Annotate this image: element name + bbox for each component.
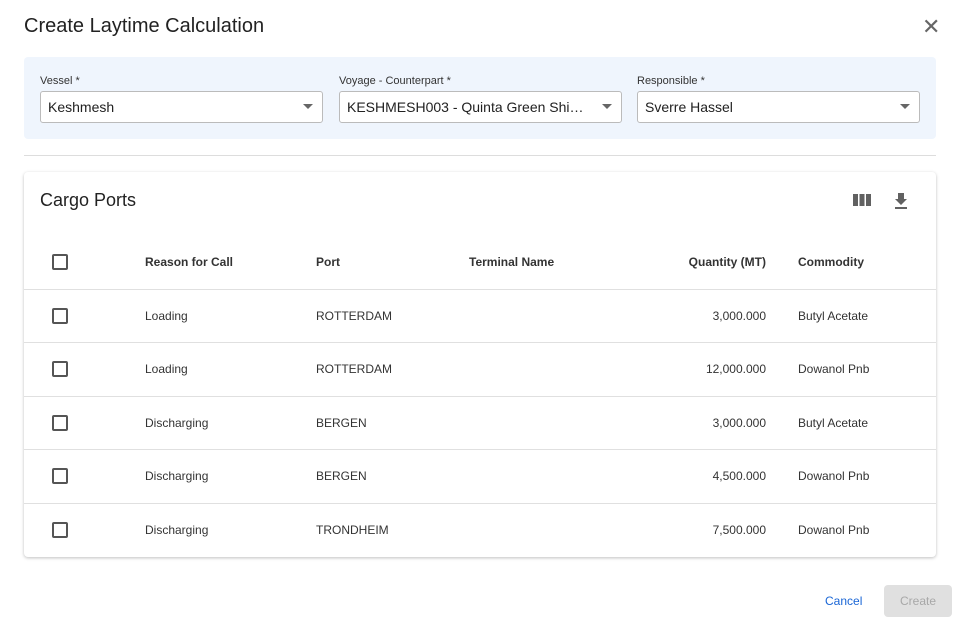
row-checkbox[interactable] (52, 361, 68, 378)
table-row[interactable]: Loading ROTTERDAM 12,000.000 Dowanol Pnb (24, 342, 936, 396)
terminal-cell (469, 395, 619, 450)
port-cell: ROTTERDAM (316, 342, 469, 396)
columns-icon[interactable] (852, 192, 872, 208)
select-all-checkbox[interactable] (52, 254, 68, 271)
responsible-label: Responsible * (637, 75, 705, 87)
cargo-ports-title: Cargo Ports (40, 190, 137, 210)
table-row[interactable]: Discharging BERGEN 4,500.000 Dowanol Pnb (24, 449, 936, 503)
row-checkbox[interactable] (52, 522, 68, 538)
terminal-cell (469, 288, 619, 343)
vessel-value: Keshmesh (48, 99, 115, 115)
cargo-table: Reason for Call Port Terminal Name Quant… (24, 236, 936, 557)
voyage-value: KESHMESH003 - Quinta Green Shipping (347, 99, 604, 115)
table-row[interactable]: Discharging BERGEN 3,000.000 Butyl Acetate (24, 395, 936, 450)
divider (24, 155, 936, 156)
column-header[interactable]: Quantity (MT) (688, 255, 766, 270)
close-icon[interactable]: ✕ (922, 14, 941, 39)
filters-panel: Vessel * Keshmesh Voyage - Counterpart *… (24, 57, 936, 139)
quantity-cell: 7,500.000 (619, 502, 798, 557)
port-cell: TRONDHEIM (316, 502, 469, 557)
commodity-cell: Dowanol Pnb (798, 502, 936, 557)
reason-cell: Loading (145, 288, 316, 343)
row-checkbox[interactable] (52, 307, 68, 324)
voyage-label: Voyage - Counterpart * (339, 75, 451, 87)
port-cell: BERGEN (316, 449, 469, 503)
column-header[interactable]: Commodity (798, 255, 864, 270)
dropdown-arrow-icon (900, 104, 910, 109)
vessel-label: Vessel * (40, 75, 80, 87)
terminal-cell (469, 342, 619, 396)
cargo-ports-card: Cargo Ports Reason for Call Port Termina… (24, 172, 936, 557)
quantity-cell: 4,500.000 (619, 449, 798, 503)
table-header-row: Reason for Call Port Terminal Name Quant… (24, 236, 936, 289)
vessel-field: Vessel * Keshmesh (40, 75, 323, 123)
quantity-cell: 3,000.000 (619, 288, 798, 343)
quantity-cell: 12,000.000 (619, 342, 798, 396)
vessel-select[interactable]: Keshmesh (40, 91, 323, 123)
column-header[interactable]: Port (316, 255, 340, 270)
row-checkbox[interactable] (52, 414, 68, 431)
responsible-field: Responsible * Sverre Hassel (637, 75, 920, 123)
terminal-cell (469, 449, 619, 503)
commodity-cell: Dowanol Pnb (798, 449, 936, 503)
download-icon[interactable] (892, 192, 910, 210)
row-checkbox[interactable] (52, 468, 68, 485)
port-cell: ROTTERDAM (316, 288, 469, 343)
commodity-cell: Dowanol Pnb (798, 342, 936, 396)
column-header[interactable]: Reason for Call (145, 255, 234, 270)
dialog-title: Create Laytime Calculation (24, 15, 265, 37)
reason-cell: Discharging (145, 449, 316, 503)
voyage-select[interactable]: KESHMESH003 - Quinta Green Shipping (339, 91, 622, 123)
column-header[interactable]: Terminal Name (469, 255, 555, 270)
create-button[interactable]: Create (884, 585, 952, 617)
commodity-cell: Butyl Acetate (798, 288, 936, 343)
reason-cell: Discharging (145, 502, 316, 557)
responsible-value: Sverre Hassel (645, 99, 733, 115)
dropdown-arrow-icon (303, 104, 313, 109)
cancel-button[interactable]: Cancel (825, 594, 863, 608)
quantity-cell: 3,000.000 (619, 395, 798, 450)
terminal-cell (469, 502, 619, 557)
dropdown-arrow-icon (602, 104, 612, 109)
port-cell: BERGEN (316, 395, 469, 450)
reason-cell: Loading (145, 342, 316, 396)
commodity-cell: Butyl Acetate (798, 395, 936, 450)
reason-cell: Discharging (145, 395, 316, 450)
table-row[interactable]: Discharging TRONDHEIM 7,500.000 Dowanol Pnb (24, 502, 936, 557)
voyage-field: Voyage - Counterpart * KESHMESH003 - Qui… (339, 75, 622, 123)
responsible-select[interactable]: Sverre Hassel (637, 91, 920, 123)
table-row[interactable]: Loading ROTTERDAM 3,000.000 Butyl Acetate (24, 288, 936, 343)
